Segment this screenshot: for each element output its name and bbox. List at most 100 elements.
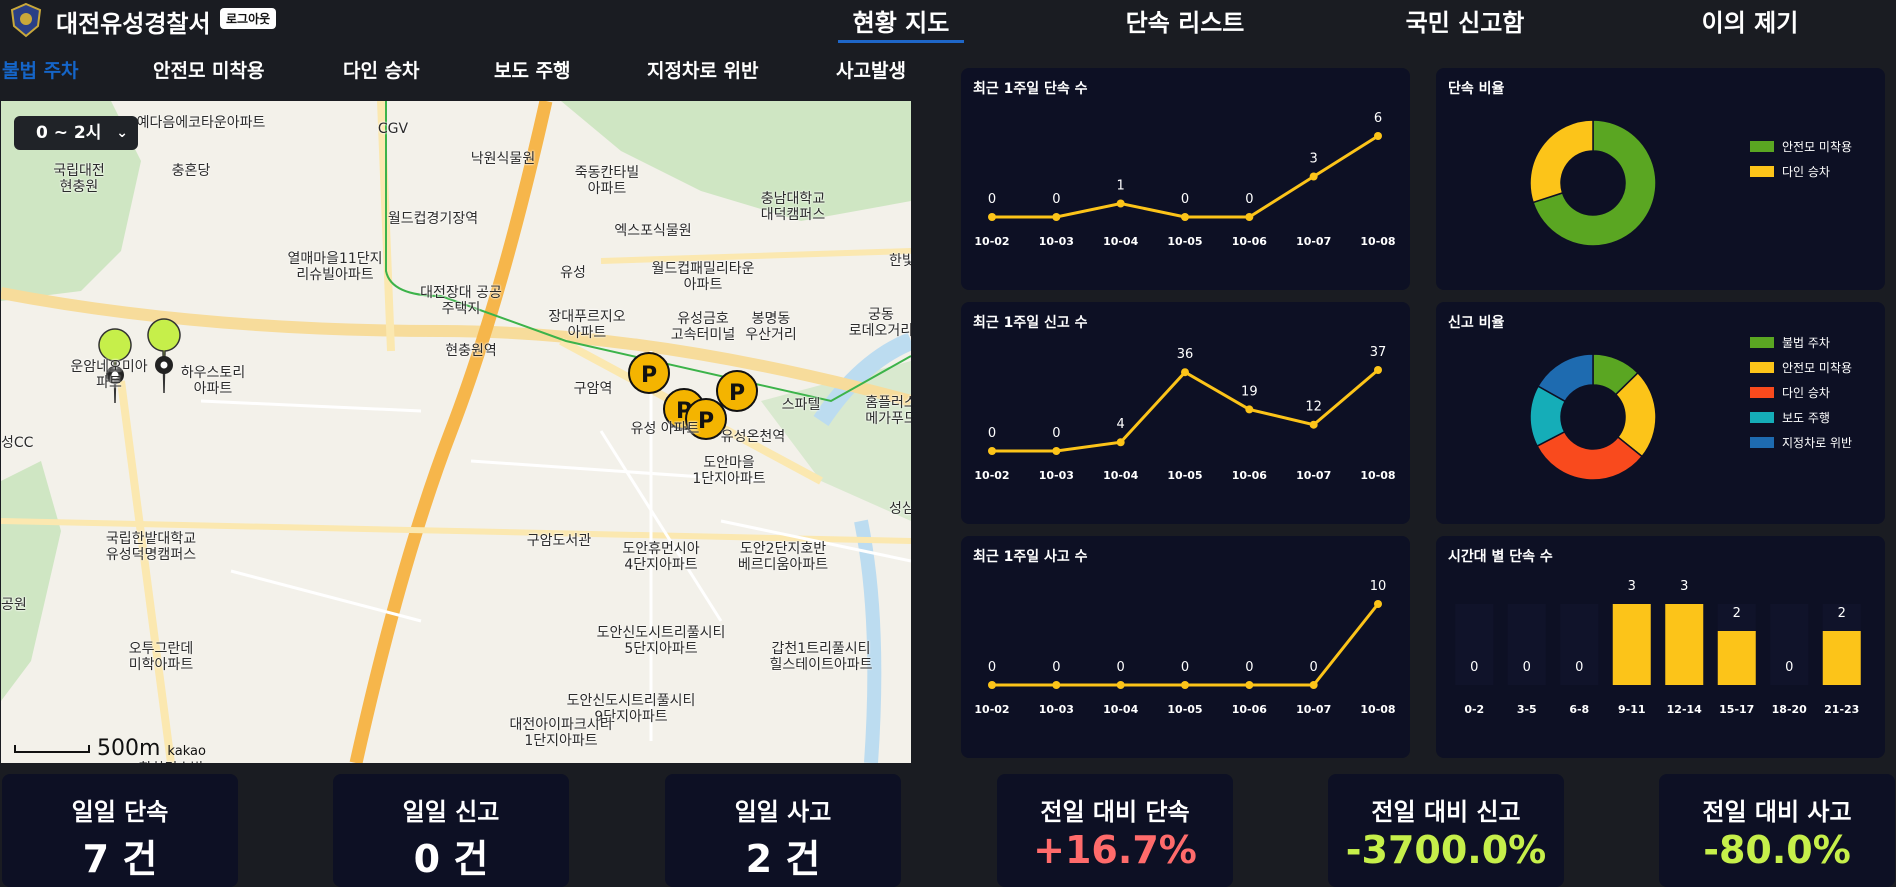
map-place-label: 국립한밭대학교 유성덕명캠퍼스 — [105, 531, 197, 563]
nav-report-box[interactable]: 국민 신고함 — [1405, 9, 1525, 37]
map-place-label: 죽동칸타빌 아파트 — [574, 165, 640, 197]
stat-label: 전일 대비 단속 — [1040, 798, 1190, 826]
map-place-label: 성CC — [1, 435, 34, 451]
x-tick-label: 10-04 — [1103, 469, 1139, 482]
panel-weekly-reports: 최근 1주일 신고 수 0 10-02 0 10-03 4 10-04 36 10-05 19 1… — [961, 302, 1410, 524]
x-tick-label: 10-03 — [1039, 703, 1074, 716]
stat-label: 전일 대비 신고 — [1371, 798, 1521, 826]
data-label: 0 — [1052, 426, 1060, 441]
data-label: 0 — [988, 660, 996, 675]
filter-tab-accident[interactable]: 사고발생 — [836, 60, 906, 82]
data-label: 10 — [1370, 579, 1387, 594]
stat-card-accident-change: 전일 대비 사고 -80.0% — [1659, 774, 1895, 887]
map-scale: 500m kakao — [14, 736, 206, 761]
data-point — [1309, 681, 1318, 689]
legend-item: 안전모 미착용 — [1750, 134, 1852, 159]
map-place-label: 도안신도시트리풀시티 5단지아파트 — [596, 625, 726, 657]
map-place-label: 유성온천역 — [720, 429, 786, 445]
data-point — [1245, 213, 1254, 221]
map-place-label: 구암도서관 — [526, 533, 592, 549]
report-ratio-donut — [1529, 353, 1657, 481]
legend-item: 지정차로 위반 — [1750, 430, 1852, 455]
map-place-label: 봉명동 우산거리 — [745, 311, 797, 343]
data-label: 0 — [1245, 660, 1253, 675]
report-ratio-legend: 불법 주차 안전모 미착용 다인 승차 보도 주행 지정차로 위반 — [1750, 330, 1852, 455]
stat-value: -3700.0% — [1345, 828, 1547, 872]
map-place-label: 공원 — [1, 597, 27, 613]
x-tick-label: 10-07 — [1296, 235, 1331, 248]
map-place-label: 대전장대 공공 주택지 — [420, 285, 502, 317]
nav-status-map[interactable]: 현황 지도 — [852, 9, 950, 37]
stat-value: -80.0% — [1703, 828, 1851, 872]
data-label: 6 — [1374, 111, 1382, 126]
legend-item: 다인 승차 — [1750, 159, 1852, 184]
filter-tab-illegal-parking[interactable]: 불법 주차 — [2, 60, 79, 82]
data-label: 0 — [1052, 192, 1060, 207]
data-label: 0 — [1785, 660, 1793, 675]
nav-appeal[interactable]: 이의 제기 — [1701, 9, 1799, 37]
data-point — [1052, 681, 1061, 689]
weekly-enforcement-line-chart: 0 10-02 0 10-03 1 10-04 0 10-05 0 10-06 3 10-07 6 10-… — [974, 111, 1395, 248]
legend-item: 불법 주차 — [1750, 330, 1852, 355]
stat-value: 7 건 — [82, 837, 158, 881]
bar — [1612, 604, 1651, 685]
x-tick-label: 15-17 — [1719, 703, 1754, 716]
x-tick-label: 10-03 — [1039, 235, 1074, 248]
legend-swatch — [1750, 362, 1774, 373]
legend-item: 보도 주행 — [1750, 405, 1852, 430]
map-view[interactable]: P P P P 예다음에코타운아파트 CGV 국립대전 현충원 충혼당 낙원식물원 죽동칸타… — [1, 101, 911, 763]
data-label: 0 — [1117, 660, 1125, 675]
enforcement-ratio-donut — [1529, 119, 1657, 247]
legend-label: 보도 주행 — [1782, 411, 1830, 425]
data-label: 3 — [1680, 579, 1688, 594]
panel-title: 단속 비율 — [1448, 81, 1505, 97]
map-place-label: 월드컵경기장역 — [387, 211, 479, 227]
x-tick-label: 10-05 — [1167, 469, 1202, 482]
x-tick-label: 10-08 — [1360, 235, 1395, 248]
legend-label: 안전모 미착용 — [1782, 361, 1853, 375]
weekly-reports-line-chart: 0 10-02 0 10-03 4 10-04 36 10-05 19 10-06 12 10-07 3… — [974, 345, 1395, 482]
map-place-label: 스파텔 — [781, 397, 821, 413]
map-place-label: 홈플러스 메가푸드 — [865, 395, 911, 427]
time-range-select[interactable]: 0 ~ 2시 ⌄ — [14, 116, 138, 150]
map-place-label: 예다음에코타운아파트 — [136, 115, 266, 131]
x-tick-label: 21-23 — [1824, 703, 1859, 716]
pie-slice — [1529, 119, 1594, 204]
pie-slice — [1537, 353, 1594, 403]
data-point — [1374, 132, 1382, 140]
camera-pin-marker-1 — [98, 328, 132, 404]
data-point — [1116, 681, 1125, 689]
stat-label: 일일 사고 — [734, 798, 832, 826]
legend-item: 안전모 미착용 — [1750, 355, 1852, 380]
x-tick-label: 12-14 — [1667, 703, 1703, 716]
bar-background — [1455, 604, 1494, 685]
legend-label: 불법 주차 — [1782, 336, 1830, 350]
data-point — [1181, 368, 1189, 377]
data-point — [1052, 213, 1061, 221]
data-point — [1116, 199, 1125, 208]
x-tick-label: 10-06 — [1232, 703, 1268, 716]
filter-tab-lane-violation[interactable]: 지정차로 위반 — [647, 60, 759, 82]
map-place-label: 대전아이파크시티 1단지아파트 — [509, 717, 613, 749]
legend-label: 다인 승차 — [1782, 165, 1830, 179]
x-tick-label: 10-02 — [974, 469, 1009, 482]
logout-button[interactable]: 로그아웃 — [220, 8, 277, 29]
filter-tab-sidewalk[interactable]: 보도 주행 — [494, 60, 571, 82]
map-place-label: 도안휴먼시아 4단지아파트 — [622, 541, 700, 573]
data-label: 3 — [1310, 152, 1318, 167]
map-place-label: 갑천1트리풀시티 힐스테이트아파트 — [769, 641, 873, 673]
map-place-label: CGV — [377, 121, 409, 137]
x-tick-label: 10-07 — [1296, 703, 1331, 716]
nav-enforcement-list[interactable]: 단속 리스트 — [1125, 9, 1245, 37]
filter-tab-multi-riding[interactable]: 다인 승차 — [343, 60, 420, 82]
x-tick-label: 10-06 — [1232, 469, 1268, 482]
map-place-label: 도안2단지호반 베르디움아파트 — [737, 541, 829, 573]
panel-weekly-enforcement: 최근 1주일 단속 수 0 10-02 0 10-03 1 10-04 0 10-05 0 10-… — [961, 68, 1410, 290]
data-label: 0 — [1310, 660, 1318, 675]
bar — [1665, 604, 1704, 685]
filter-tab-no-helmet[interactable]: 안전모 미착용 — [153, 60, 265, 82]
bar — [1822, 631, 1861, 685]
x-tick-label: 10-02 — [974, 703, 1009, 716]
legend-swatch — [1750, 437, 1774, 448]
